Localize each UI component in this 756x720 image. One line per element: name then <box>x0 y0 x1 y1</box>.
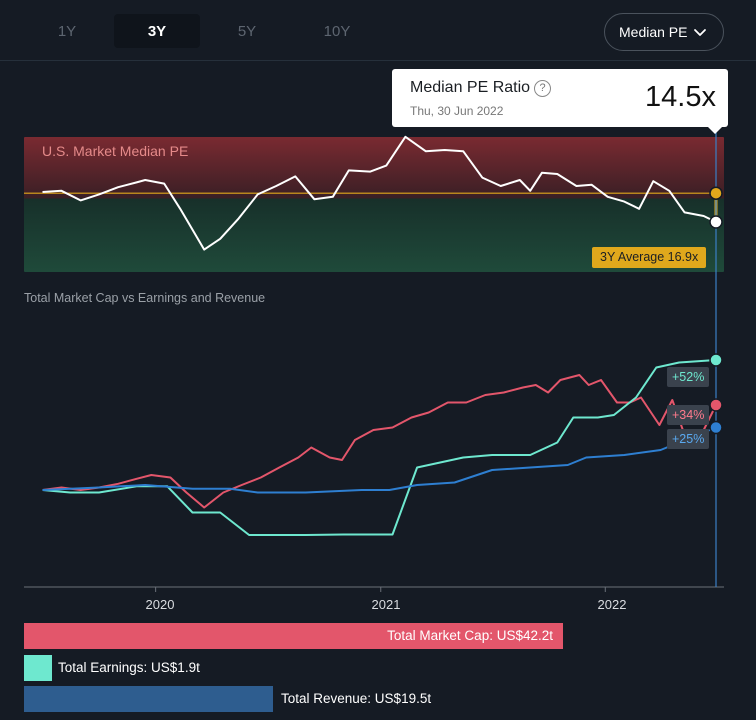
tooltip-title: Median PE Ratio? <box>410 79 552 97</box>
pe-band-title: U.S. Market Median PE <box>42 143 189 159</box>
tab-10y[interactable]: 10Y <box>323 22 351 40</box>
average-end-dot <box>709 186 723 200</box>
question-icon[interactable]: ? <box>534 80 552 97</box>
earnings-end-dot <box>709 353 723 367</box>
tooltip-date: Thu, 30 Jun 2022 <box>410 104 504 118</box>
revenue-end-dot <box>709 420 723 435</box>
revenue-total-bar <box>24 686 273 712</box>
revenue-total-label: Total Revenue: US$19.5t <box>281 691 432 706</box>
market-cap-series-line <box>42 374 717 509</box>
market-cap-change-badge: +34% <box>667 405 710 425</box>
market-cap-total-label: Total Market Cap: US$42.2t <box>387 628 553 643</box>
pe-series-line <box>42 135 717 251</box>
earnings-change-badge: +52% <box>667 367 710 387</box>
tooltip-arrow <box>708 127 722 134</box>
x-tick-2022: 2022 <box>597 597 627 612</box>
tooltip-value: 14.5x <box>645 81 716 113</box>
chevron-down-icon <box>694 29 706 36</box>
earnings-total-bar <box>24 655 52 681</box>
metric-dropdown[interactable]: Median PE <box>604 13 724 51</box>
revenue-change-badge: +25% <box>667 429 710 449</box>
pe-end-dot <box>709 215 723 229</box>
earnings-series-line <box>42 359 717 536</box>
earnings-total-label: Total Earnings: US$1.9t <box>58 660 200 675</box>
pe-tooltip: Median PE Ratio? Thu, 30 Jun 2022 14.5x <box>392 69 728 134</box>
tab-5y[interactable]: 5Y <box>237 22 257 40</box>
range-tabs: 1Y 3Y 5Y 10Y <box>24 14 384 50</box>
revenue-series-line <box>42 426 717 494</box>
average-badge: 3Y Average 16.9x <box>592 247 707 268</box>
metric-dropdown-label: Median PE <box>619 24 688 40</box>
x-tick-2021: 2021 <box>371 597 401 612</box>
tooltip-title-text: Median PE Ratio <box>410 79 531 96</box>
market-cap-total-bar <box>24 623 563 649</box>
tab-1y[interactable]: 1Y <box>57 22 77 40</box>
x-tick-2020: 2020 <box>145 597 175 612</box>
growth-chart-title: Total Market Cap vs Earnings and Revenue <box>24 291 266 305</box>
market-cap-end-dot <box>709 398 723 412</box>
pe-band <box>24 137 724 272</box>
tab-3y[interactable]: 3Y <box>114 14 200 48</box>
header-divider <box>0 60 756 61</box>
